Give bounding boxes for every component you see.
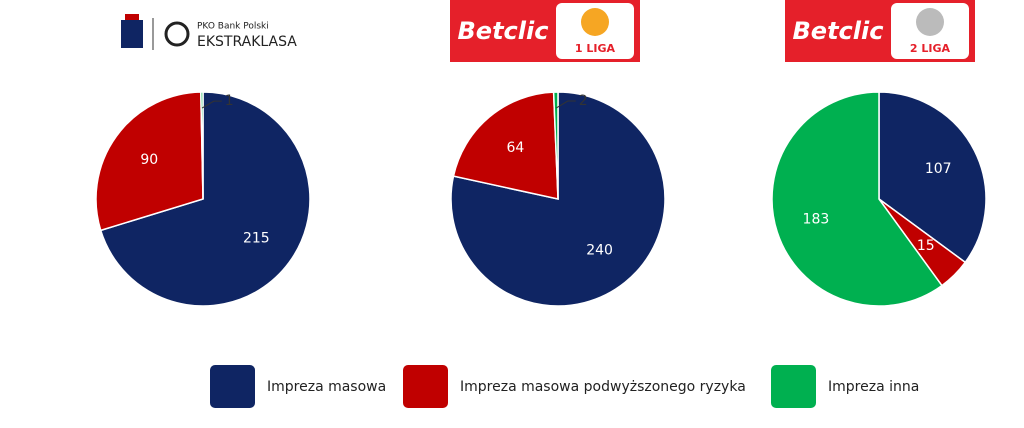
legend-swatch (210, 365, 255, 408)
logo-2-liga: Betclic 2 LIGA (785, 0, 975, 62)
logo-text: EKSTRAKLASA (197, 34, 297, 50)
logo-text: 2 LIGA (910, 42, 951, 55)
logo-text: PKO Bank Polski (197, 22, 269, 32)
data-label: 107 (925, 161, 952, 177)
pie-slice (200, 91, 204, 200)
logo-1-liga: Betclic 1 LIGA (450, 0, 640, 62)
legend-label: Impreza masowa podwyższonego ryzyka (460, 379, 746, 395)
logo-ball (581, 8, 609, 36)
logo-text: Betclic (458, 17, 549, 45)
logo-ball (916, 8, 944, 36)
logo-text: Betclic (793, 17, 884, 45)
leader-line (201, 100, 222, 109)
league-icon (164, 21, 190, 47)
legend-swatch (771, 365, 816, 408)
data-label: 215 (243, 230, 270, 246)
pie-slice (771, 91, 943, 307)
pie-slice (452, 91, 559, 200)
data-label: 90 (140, 152, 158, 168)
data-label: 183 (803, 212, 830, 228)
pie-slice (99, 91, 311, 307)
logo-text: 1 LIGA (575, 42, 616, 55)
data-label: 1 (225, 93, 234, 109)
legend-label: Impreza inna (828, 379, 919, 395)
pie-slice (552, 91, 559, 200)
leader-line (555, 100, 576, 109)
pko-icon-top (125, 14, 139, 20)
logo-ekstraklasa: PKO Bank Polski EKSTRAKLASA (121, 14, 297, 50)
legend-label: Impreza masowa (267, 379, 386, 395)
legend-swatch (403, 365, 448, 408)
pie-slice (878, 91, 987, 264)
data-label: 240 (586, 243, 613, 259)
data-label: 64 (506, 140, 524, 156)
data-label: 2 (579, 93, 588, 109)
data-label: 15 (917, 238, 935, 254)
pie-slice (95, 91, 204, 232)
pko-icon (121, 20, 143, 48)
